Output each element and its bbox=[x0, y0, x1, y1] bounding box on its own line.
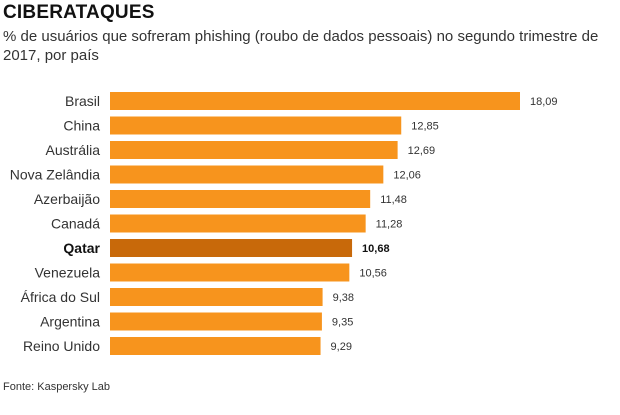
value-label-0: 18,09 bbox=[530, 96, 558, 108]
bar-8 bbox=[110, 288, 323, 306]
value-label-10: 9,29 bbox=[331, 341, 352, 353]
value-label-4: 11,48 bbox=[380, 194, 407, 206]
category-label-10: Reino Unido bbox=[23, 338, 100, 354]
category-label-0: Brasil bbox=[65, 93, 100, 109]
category-label-9: Argentina bbox=[40, 314, 100, 330]
bar-1 bbox=[110, 116, 402, 135]
bar-2 bbox=[110, 141, 398, 159]
bar-5 bbox=[110, 214, 366, 233]
value-label-8: 9,38 bbox=[333, 292, 354, 304]
chart-subtitle: % de usuários que sofreram phishing (rou… bbox=[3, 28, 599, 64]
value-label-7: 10,56 bbox=[359, 268, 387, 280]
category-label-2: Austrália bbox=[46, 142, 101, 158]
category-label-5: Canadá bbox=[51, 216, 100, 232]
category-label-3: Nova Zelândia bbox=[10, 167, 100, 183]
bar-3 bbox=[110, 165, 384, 184]
bar-7 bbox=[110, 263, 350, 282]
bar-6 bbox=[110, 239, 353, 257]
chart-title: CIBERATAQUES bbox=[3, 2, 155, 23]
category-label-6: Qatar bbox=[63, 240, 100, 256]
category-label-4: Azerbaijão bbox=[34, 191, 100, 207]
category-label-1: China bbox=[63, 118, 100, 134]
bar-0 bbox=[110, 92, 520, 110]
value-label-1: 12,85 bbox=[411, 121, 439, 133]
bar-10 bbox=[110, 337, 321, 355]
value-label-5: 11,28 bbox=[376, 219, 403, 231]
bar-9 bbox=[110, 312, 322, 331]
value-label-9: 9,35 bbox=[332, 317, 353, 329]
category-label-7: Venezuela bbox=[35, 265, 101, 281]
value-label-6: 10,68 bbox=[362, 243, 390, 255]
bar-chart: Brasil 18,09 China 12,85 Austrália 12,69 Nova … bbox=[10, 92, 558, 355]
value-label-2: 12,69 bbox=[408, 145, 436, 157]
bar-4 bbox=[110, 190, 371, 208]
category-label-8: África do Sul bbox=[21, 289, 100, 305]
source-note: Fonte: Kaspersky Lab bbox=[3, 381, 111, 393]
value-label-3: 12,06 bbox=[393, 170, 421, 182]
